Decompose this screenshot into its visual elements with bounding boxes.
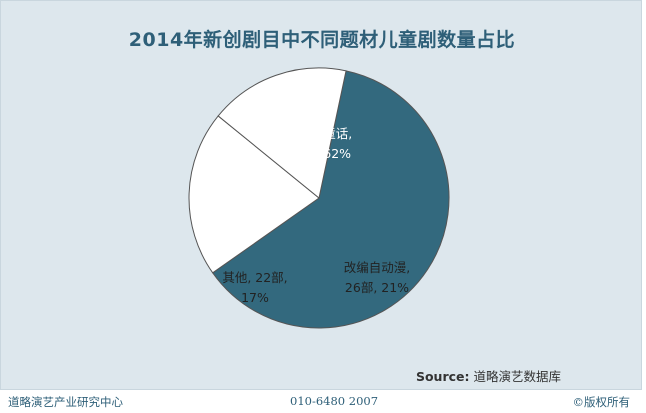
pie-slice-1 (188, 115, 320, 274)
footer: 道略演艺产业研究中心 010-6480 2007 ©版权所有 (0, 391, 646, 413)
source-label: Source: (415, 369, 470, 384)
pie-slice-0 (212, 70, 450, 329)
pie-slice-2 (217, 67, 347, 199)
pie-chart: 改编自童话, 78部, 62% 改编自动漫, 26部, 21% 其他, 22部, 17% (188, 67, 450, 329)
source-note: Source: 道略演艺数据库 (416, 366, 561, 385)
pie-label-0-line-1: 改编自童话, (286, 126, 352, 141)
pie-slices (188, 67, 450, 329)
pie-label-2-line-2: 17% (241, 290, 269, 305)
pie-label-2-line-1: 其他, 22部, (222, 270, 287, 285)
footer-org: 道略演艺产业研究中心 (8, 395, 123, 409)
source-text: 道略演艺数据库 (473, 369, 561, 384)
pie-labels: 改编自童话, 78部, 62% 改编自动漫, 26部, 21% 其他, 22部, 17% (222, 126, 410, 305)
footer-phone: 010-6480 2007 (290, 394, 379, 408)
chart-title: 2014年新创剧目中不同题材儿童剧数量占比 (128, 29, 516, 51)
footer-copyright: ©版权所有 (572, 395, 631, 409)
chart-panel: 2014年新创剧目中不同题材儿童剧数量占比 改编自童话, 78部, 62% 改编自动… (0, 0, 642, 390)
pie-label-1-line-1: 改编自动漫, (344, 260, 410, 275)
pie-label-1-line-2: 26部, 21% (345, 280, 409, 295)
pie-label-0-line-2: 78部, 62% (287, 146, 351, 161)
